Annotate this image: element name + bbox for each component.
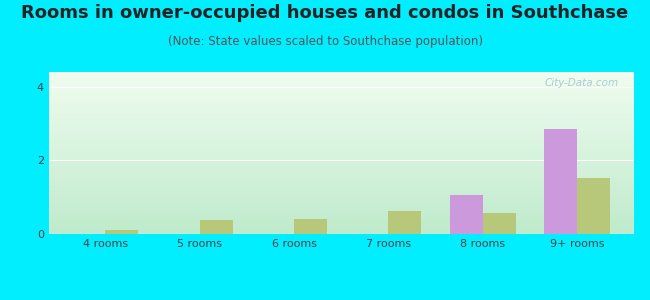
Bar xyxy=(105,230,138,234)
Bar xyxy=(544,129,577,234)
Bar xyxy=(389,211,421,234)
Bar xyxy=(483,213,516,234)
Text: City-Data.com: City-Data.com xyxy=(545,79,619,88)
Bar xyxy=(577,178,610,234)
Bar xyxy=(294,218,327,234)
Text: (Note: State values scaled to Southchase population): (Note: State values scaled to Southchase… xyxy=(168,34,482,47)
Bar xyxy=(450,195,483,234)
Bar xyxy=(200,220,233,234)
Text: Rooms in owner-occupied houses and condos in Southchase: Rooms in owner-occupied houses and condo… xyxy=(21,4,629,22)
